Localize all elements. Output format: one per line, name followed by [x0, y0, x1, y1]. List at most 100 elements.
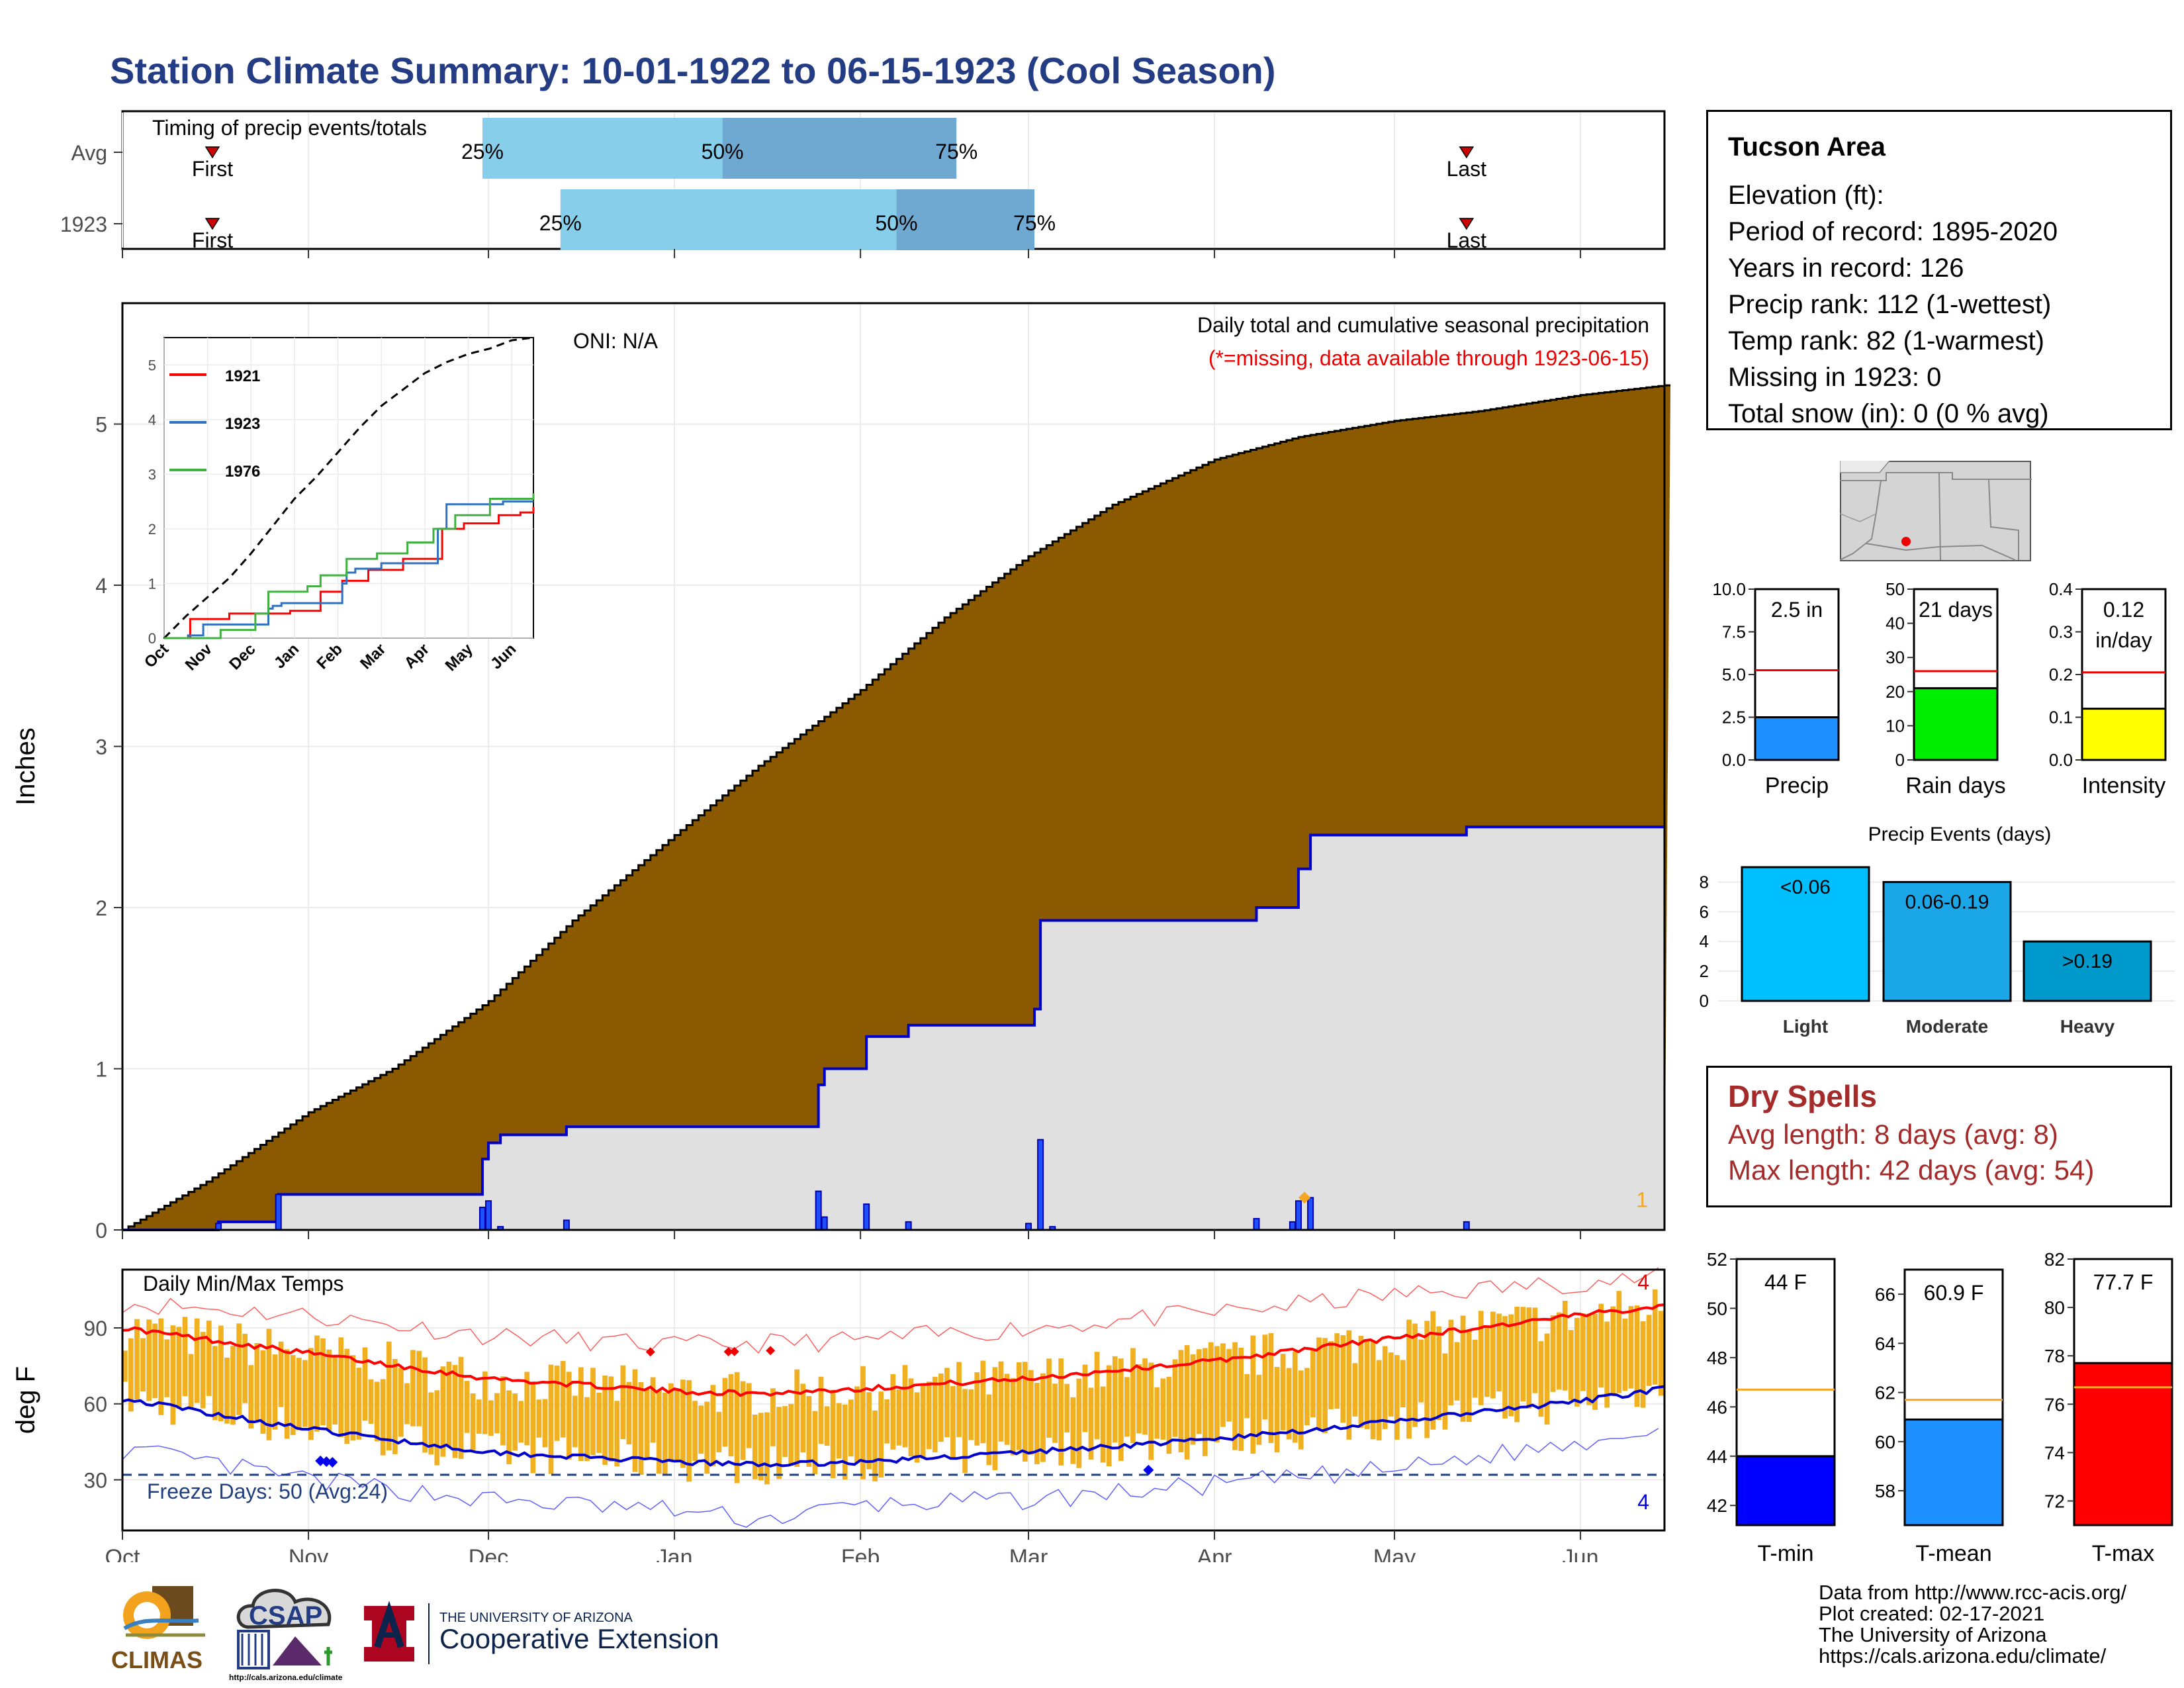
daily-temp-bar	[1652, 1289, 1658, 1385]
daily-temp-bar	[1370, 1341, 1376, 1440]
dry-spells-avg: Avg length: 8 days (avg: 8)	[1728, 1119, 2058, 1150]
precip-event-category: Heavy	[2060, 1016, 2115, 1037]
location-map	[1840, 461, 2032, 561]
inset-y-tick-label: 1	[148, 575, 156, 592]
daily-temp-bar	[1400, 1360, 1406, 1407]
daily-temp-bar	[1646, 1315, 1652, 1386]
mini-bar-y-tick: 0	[1895, 750, 1905, 770]
daily-temp-bar	[680, 1380, 686, 1468]
x-tick-label: May	[1373, 1545, 1416, 1562]
daily-temp-bar	[1502, 1316, 1508, 1419]
daily-temp-bar	[668, 1383, 674, 1461]
temp-summary-bar	[2073, 1362, 2173, 1526]
daily-temp-bar	[1172, 1359, 1178, 1437]
daily-temp-bar	[584, 1397, 590, 1462]
daily-temp-bar	[692, 1401, 698, 1461]
x-tick-label: Oct	[105, 1545, 140, 1562]
x-tick-label: Jan	[657, 1545, 693, 1562]
precip-events-title: Precip Events (days)	[1868, 823, 2052, 845]
daily-temp-bar	[1658, 1311, 1664, 1396]
csap-logo: CSAP http://cals.arizona.edu/climate	[229, 1589, 343, 1682]
daily-temp-bar	[146, 1319, 152, 1401]
mini-bar-y-tick: 0.0	[1722, 750, 1746, 770]
daily-temp-bar	[254, 1342, 260, 1421]
daily-temp-bar	[518, 1401, 524, 1443]
daily-temp-bar	[398, 1368, 404, 1437]
daily-temp-bar	[614, 1401, 620, 1467]
precip-events-y-tick: 8	[1700, 872, 1709, 892]
daily-temp-bar	[1622, 1318, 1628, 1391]
daily-temp-bar	[1274, 1367, 1280, 1453]
daily-temp-bar	[1388, 1352, 1394, 1417]
ua-small-text: THE UNIVERSITY OF ARIZONA	[439, 1611, 633, 1625]
daily-temp-bar	[344, 1348, 350, 1444]
daily-temp-bar	[350, 1355, 356, 1441]
daily-temp-bar	[686, 1380, 692, 1482]
daily-temp-bar	[956, 1362, 962, 1437]
daily-temp-bar	[1418, 1339, 1424, 1403]
daily-temp-bar	[266, 1329, 272, 1440]
daily-temp-bar	[896, 1389, 902, 1446]
temp-summary-category: T-min	[1758, 1541, 1814, 1566]
daily-temp-bar	[578, 1367, 584, 1462]
daily-temp-bar	[1562, 1301, 1568, 1391]
daily-precip-bar	[485, 1200, 492, 1231]
daily-temp-bar	[620, 1365, 626, 1440]
timing-bar-50-75	[722, 118, 957, 179]
temp-summary-bars: 42 44 46 48 50 52 44 F T-min 58 60 62 64 66 60.9 F T-m…	[1707, 1249, 2173, 1566]
timing-row-label: 1923	[60, 212, 107, 236]
daily-temp-bar	[1454, 1342, 1460, 1401]
daily-temp-bar	[734, 1372, 740, 1483]
daily-temp-bar	[638, 1382, 644, 1476]
daily-temp-bar	[788, 1403, 794, 1466]
daily-temp-bar	[368, 1379, 374, 1424]
daily-temp-bar	[248, 1365, 254, 1429]
temp-summary-y-tick: 46	[1707, 1397, 1727, 1417]
station-detail-line: Precip rank: 112 (1-wettest)	[1728, 290, 2052, 319]
daily-temp-bar	[1382, 1346, 1388, 1429]
daily-temp-bar	[650, 1377, 656, 1443]
mini-bar-y-tick: 10.0	[1712, 579, 1746, 599]
csap-logo-text: CSAP	[249, 1601, 322, 1630]
daily-temp-bar	[812, 1411, 818, 1475]
daily-temp-bar	[1196, 1349, 1202, 1434]
daily-temp-bar	[206, 1320, 212, 1396]
daily-temp-bar	[1034, 1382, 1040, 1464]
daily-temp-bar	[776, 1407, 782, 1479]
daily-temp-bar	[290, 1355, 296, 1435]
y-tick-label: 4	[95, 574, 107, 598]
record-high-marker	[723, 1347, 733, 1357]
y-axis-label: Inches	[11, 727, 40, 806]
current-cumulative-line	[122, 825, 1664, 1231]
daily-temp-bar	[422, 1357, 428, 1453]
daily-temp-bar	[1490, 1311, 1496, 1399]
daily-temp-bar	[590, 1368, 596, 1456]
precip-chart-subtitle: (*=missing, data available through 1923-…	[1208, 346, 1649, 370]
daily-temp-bar	[272, 1354, 278, 1430]
mini-bar-y-tick: 0.2	[2049, 665, 2073, 684]
inset-series-line	[164, 506, 535, 639]
daily-temp-bar	[572, 1395, 578, 1448]
daily-temp-bar	[1118, 1358, 1124, 1461]
mini-bar-y-tick: 50	[1886, 579, 1905, 599]
station-detail-line: Period of record: 1895-2020	[1728, 217, 2058, 246]
daily-temp-bar	[656, 1390, 662, 1474]
dry-spells-max: Max length: 42 days (avg: 54)	[1728, 1154, 2095, 1186]
daily-temp-bar	[1364, 1339, 1370, 1429]
daily-temp-bar	[632, 1369, 638, 1472]
temp-summary-y-tick: 82	[2044, 1249, 2065, 1270]
daily-temp-bar	[1082, 1364, 1088, 1432]
daily-temp-bar	[1604, 1321, 1610, 1408]
daily-temp-bar	[1412, 1323, 1418, 1427]
timing-p75-label: 75%	[935, 140, 978, 164]
record-low-marker	[1143, 1464, 1154, 1476]
daily-precip-bar	[821, 1216, 828, 1231]
first-event-label: First	[192, 228, 233, 252]
record-low-marker	[315, 1455, 326, 1466]
inset-legend-label: 1976	[225, 463, 260, 481]
avg-min-line	[122, 1385, 1665, 1468]
daily-temp-bar	[1202, 1348, 1208, 1456]
last-event-label: Last	[1447, 228, 1487, 252]
y-tick-label: 2	[95, 896, 107, 920]
daily-temp-bar	[1544, 1333, 1550, 1425]
